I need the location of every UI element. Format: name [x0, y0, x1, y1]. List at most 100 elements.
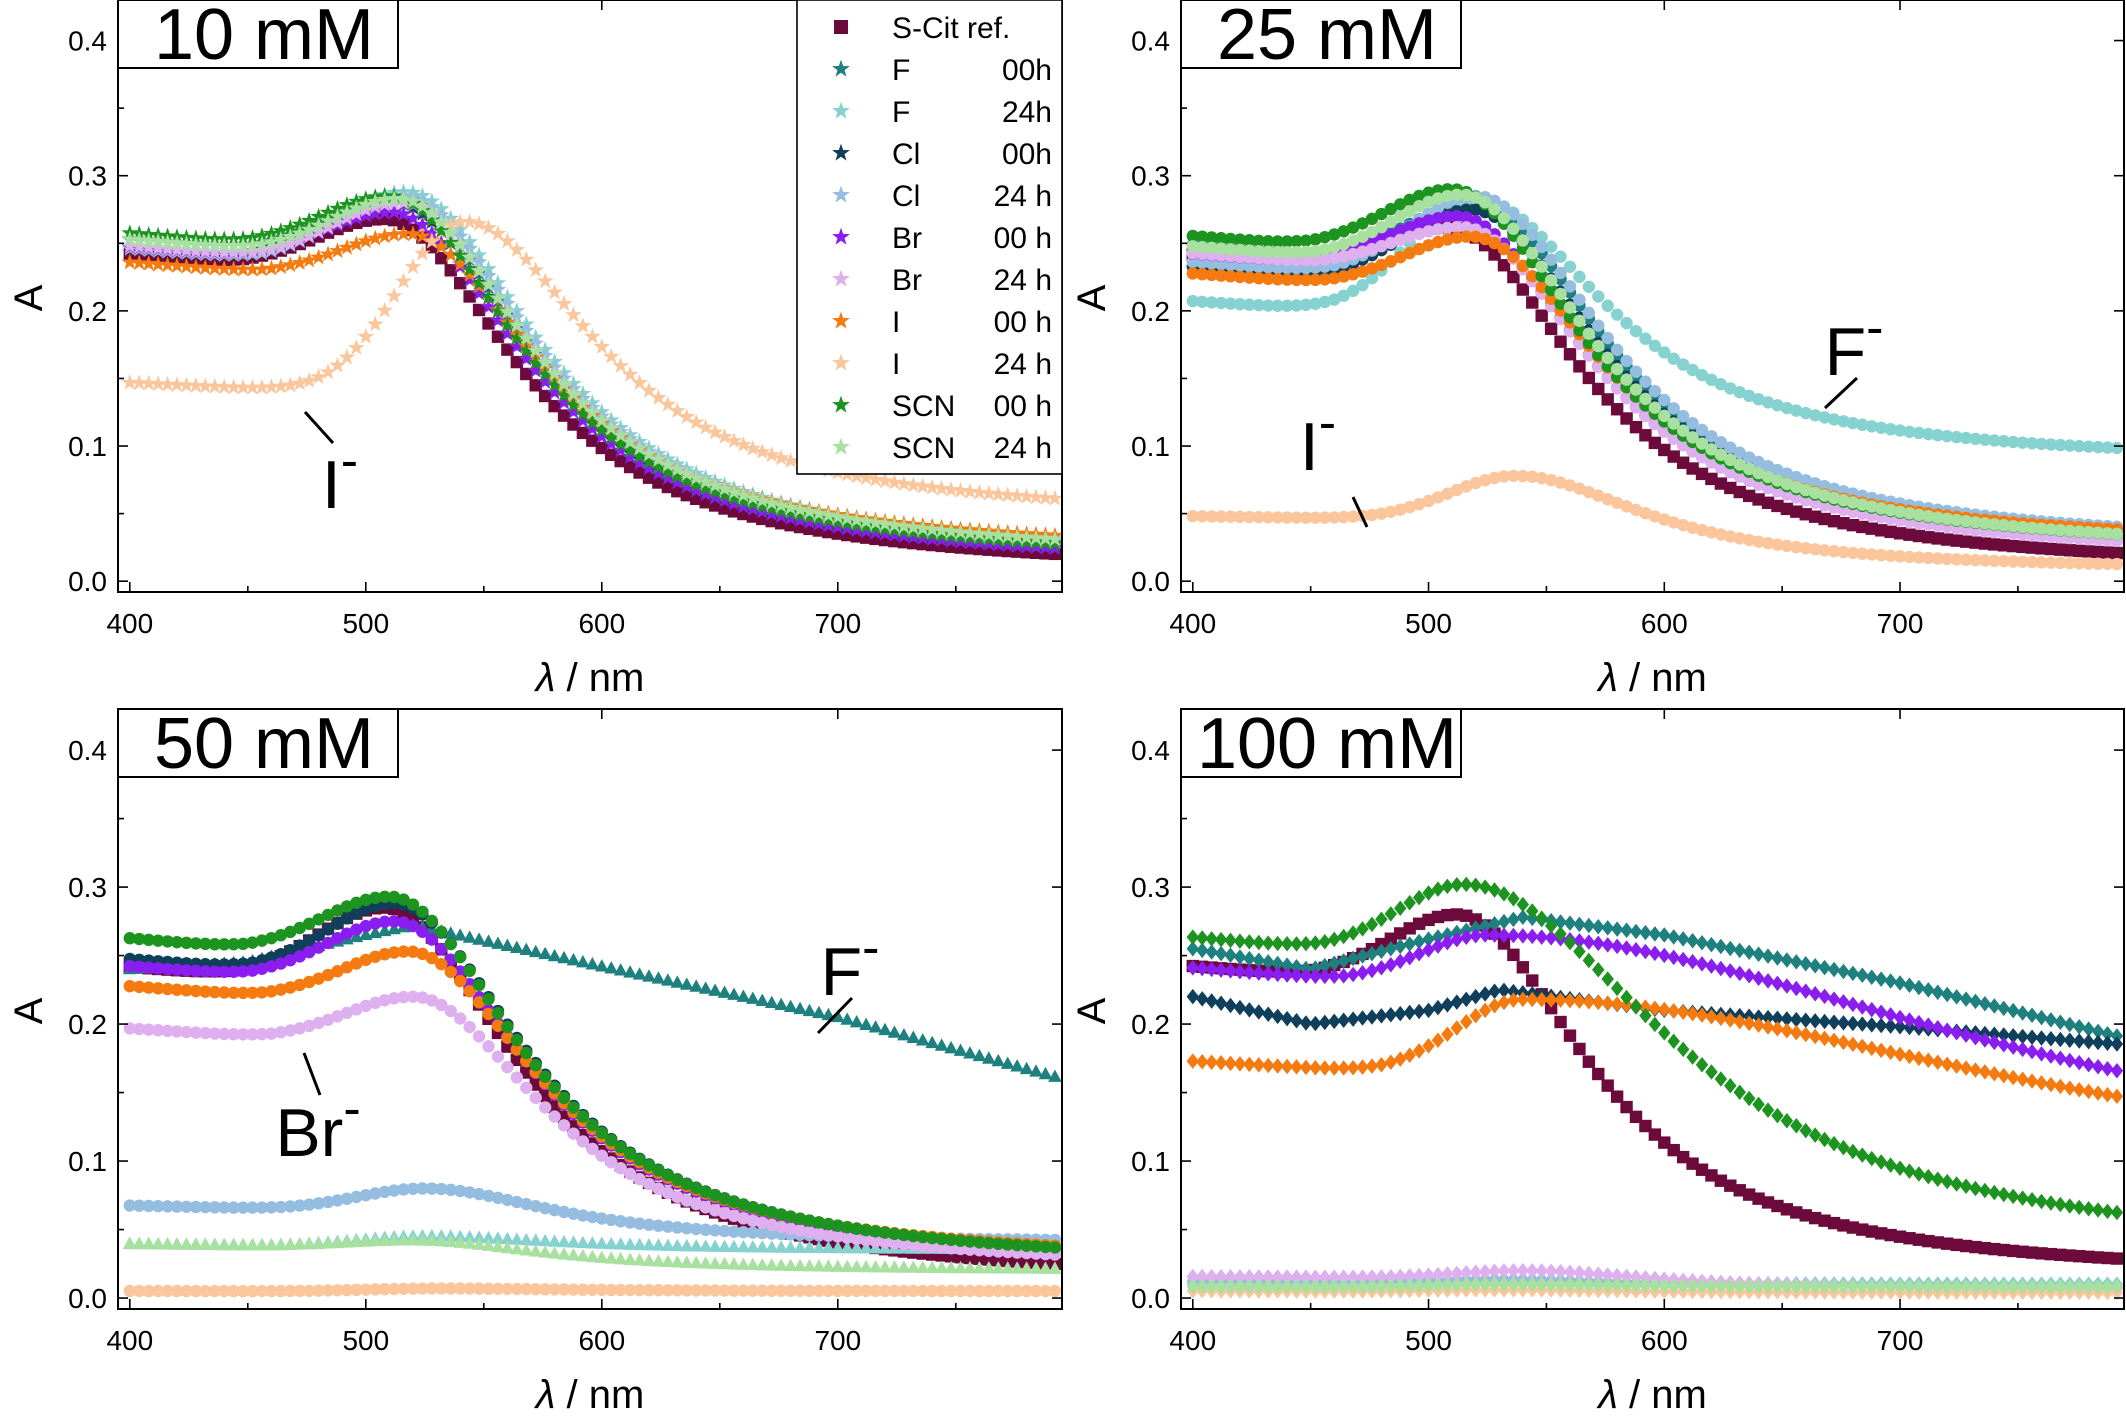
- data-point: [602, 347, 620, 364]
- data-point: [1988, 434, 2001, 447]
- data-point: [2110, 441, 2124, 455]
- data-point: [376, 203, 393, 220]
- data-point: [1337, 1060, 1350, 1076]
- data-point: [907, 1238, 920, 1252]
- data-point: [161, 1024, 174, 1038]
- data-point: [312, 1197, 325, 1210]
- data-point: [916, 1284, 929, 1298]
- data-point: [1196, 1278, 1209, 1295]
- data-point: [1884, 1044, 1897, 1061]
- data-point: [1592, 918, 1605, 935]
- data-point: [1658, 1001, 1671, 1018]
- data-point: [501, 1282, 514, 1296]
- data-point: [840, 1240, 855, 1254]
- data-point: [1563, 301, 1577, 314]
- data-point: [1582, 306, 1596, 320]
- legend-marker: [832, 311, 850, 329]
- data-point: [123, 959, 136, 973]
- data-point: [2035, 1279, 2048, 1295]
- data-point: [1196, 930, 1209, 946]
- data-point: [1676, 439, 1690, 452]
- y-axis-label: A: [7, 284, 51, 311]
- data-point: [1394, 938, 1407, 955]
- data-point: [1224, 232, 1237, 246]
- data-point: [1865, 548, 1878, 561]
- data-point: [274, 1284, 288, 1298]
- data-point: [2054, 1078, 2067, 1095]
- data-point: [1469, 214, 1482, 228]
- data-point: [1262, 234, 1275, 248]
- data-point: [1460, 480, 1473, 493]
- data-point: [319, 212, 337, 229]
- data-point: [651, 971, 666, 984]
- data-point: [1029, 1284, 1043, 1298]
- data-point: [623, 1237, 637, 1250]
- data-point: [1573, 993, 1586, 1009]
- data-point: [1271, 1279, 1284, 1295]
- data-point: [1233, 1279, 1247, 1295]
- data-point: [829, 508, 847, 525]
- data-point: [1563, 325, 1577, 338]
- data-point: [1375, 1278, 1388, 1295]
- data-point: [1554, 266, 1567, 280]
- data-point: [566, 952, 581, 966]
- data-point: [1252, 934, 1265, 951]
- data-point: [463, 1282, 476, 1295]
- data-point: [784, 1222, 797, 1235]
- data-point: [650, 464, 667, 481]
- data-point: [1243, 1269, 1256, 1285]
- data-point: [416, 925, 429, 938]
- data-point: [1686, 417, 1699, 430]
- data-point: [472, 1187, 486, 1201]
- data-point: [1620, 1277, 1633, 1294]
- data-point: [812, 1216, 826, 1229]
- data-point: [1224, 270, 1237, 283]
- panel-title: 50 mM: [154, 704, 374, 784]
- data-point: [1695, 368, 1709, 382]
- data-point: [538, 1283, 552, 1296]
- series-I24: [1186, 469, 2124, 571]
- data-point: [2016, 1071, 2029, 1088]
- data-point: [1299, 935, 1313, 952]
- data-point: [189, 984, 203, 998]
- data-point: [1346, 1059, 1360, 1076]
- data-point: [1780, 1022, 1794, 1039]
- data-point: [1724, 1179, 1737, 1192]
- data-point: [1018, 537, 1035, 554]
- data-point: [1610, 403, 1624, 416]
- data-point: [1761, 470, 1775, 484]
- data-point: [527, 361, 545, 378]
- data-point: [1969, 553, 1982, 567]
- data-point: [1780, 488, 1794, 501]
- data-point: [1497, 1263, 1511, 1279]
- data-point: [520, 1282, 533, 1296]
- data-point: [1629, 1269, 1643, 1285]
- data-point: [659, 395, 677, 412]
- data-point: [329, 207, 346, 224]
- data-point: [385, 225, 403, 242]
- data-point: [281, 234, 299, 251]
- data-point: [357, 195, 375, 212]
- data-point: [1186, 1268, 1199, 1285]
- data-point: [208, 938, 221, 951]
- data-point: [1497, 211, 1511, 225]
- data-point: [1846, 1015, 1860, 1032]
- data-point: [2025, 1073, 2039, 1089]
- data-point: [848, 511, 865, 528]
- data-point: [1356, 1059, 1369, 1075]
- data-point: [1573, 1277, 1586, 1293]
- data-point: [1610, 980, 1624, 997]
- data-point: [1290, 273, 1303, 287]
- data-point: [2035, 522, 2048, 535]
- data-point: [491, 1019, 505, 1032]
- data-point: [623, 1216, 637, 1229]
- data-point: [168, 257, 186, 273]
- data-point: [633, 1283, 646, 1297]
- data-point: [2044, 1031, 2058, 1047]
- data-point: [1695, 1056, 1709, 1073]
- data-point: [1412, 200, 1426, 213]
- data-point: [1497, 470, 1511, 483]
- data-point: [906, 1260, 921, 1273]
- y-tick-label: 0.3: [68, 872, 107, 903]
- data-point: [123, 1199, 136, 1212]
